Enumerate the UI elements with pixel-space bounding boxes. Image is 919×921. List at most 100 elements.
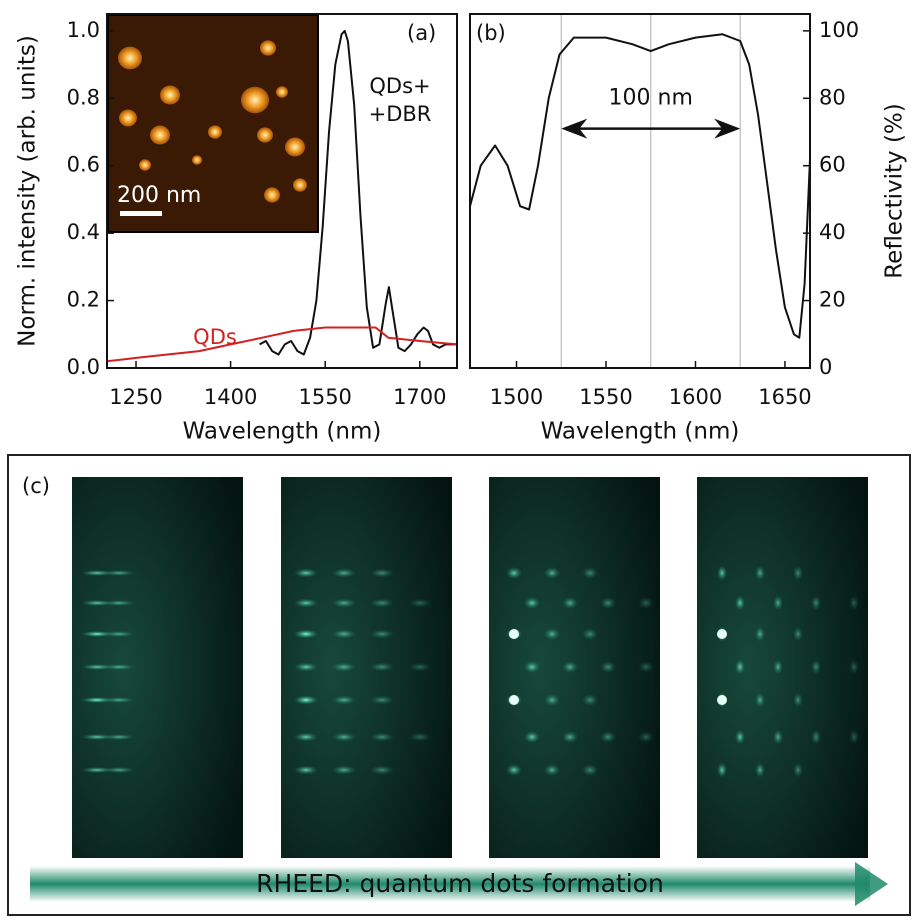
rheed-spot <box>544 694 560 706</box>
inset-blob <box>119 109 137 127</box>
arrow-head <box>561 118 588 139</box>
rheed-spot <box>544 628 560 640</box>
arrow-head <box>714 118 741 139</box>
inset-blob <box>264 187 280 203</box>
rheed-spot <box>735 729 745 745</box>
rheed-spot <box>755 565 765 581</box>
rheed-spot <box>735 595 745 611</box>
rheed-core <box>717 695 727 705</box>
panel-c-label: (c) <box>22 474 50 498</box>
inset-blob <box>293 178 307 192</box>
annotation-text: 100 nm <box>609 86 693 111</box>
x-tick-label: 1500 <box>490 385 543 409</box>
y-tick-label: 0.4 <box>67 220 100 244</box>
x-tick-label: 1600 <box>669 385 722 409</box>
rheed-spot <box>717 565 727 581</box>
inset-blob <box>285 137 305 157</box>
y-tick-label: 0.2 <box>67 288 100 312</box>
rheed-spot <box>755 692 765 708</box>
rheed-spot <box>506 567 522 579</box>
rheed-spot <box>332 732 356 742</box>
rheed-spot <box>81 631 113 637</box>
rheed-spot <box>294 598 318 608</box>
rheed-spot <box>81 734 113 740</box>
rheed-spot <box>408 662 432 672</box>
rheed-spot <box>81 664 113 670</box>
rheed-images <box>72 477 868 858</box>
inset-scale-label: 200 nm <box>117 183 201 208</box>
rheed-spot <box>544 764 560 776</box>
y-tick-label: 0 <box>819 355 832 379</box>
inset-scale-bar <box>120 211 162 216</box>
afm-inset: 200 nm <box>107 14 319 233</box>
rheed-spot <box>81 697 113 703</box>
rheed-spot <box>773 659 783 675</box>
inset-blob <box>150 125 170 145</box>
inset-blob <box>192 155 202 165</box>
rheed-spot <box>370 662 394 672</box>
series-label: QDs+ +DBR <box>368 74 432 126</box>
inset-blob <box>276 86 288 98</box>
rheed-spot <box>408 732 432 742</box>
inset-blob <box>257 127 273 143</box>
rheed-spot <box>544 567 560 579</box>
rheed-spot <box>103 600 135 606</box>
rheed-spot <box>562 661 578 673</box>
rheed-spot <box>103 631 135 637</box>
caption-arrow <box>30 866 870 902</box>
rheed-spot <box>717 762 727 778</box>
rheed-spot <box>294 732 318 742</box>
rheed-spot <box>755 762 765 778</box>
y-axis-label: Norm. intensity (arb. units) <box>15 35 41 347</box>
rheed-spot <box>332 598 356 608</box>
y-tick-label: 60 <box>819 153 846 177</box>
rheed-spot <box>294 568 318 578</box>
caption: RHEED: quantum dots formation <box>256 869 664 898</box>
rheed-spot <box>332 568 356 578</box>
rheed-spot <box>370 598 394 608</box>
rheed-spot <box>562 731 578 743</box>
rheed-spot <box>370 765 394 775</box>
x-tick-label: 1400 <box>204 385 257 409</box>
rheed-spot <box>332 765 356 775</box>
rheed-spot <box>811 659 821 675</box>
rheed-spot <box>638 597 654 609</box>
rheed-spot <box>735 659 745 675</box>
inset-blob <box>208 125 222 139</box>
rheed-spot <box>332 629 356 639</box>
caption-arrow-head <box>855 862 888 906</box>
rheed-spot <box>849 595 859 611</box>
rheed-spot <box>811 595 821 611</box>
rheed-spot <box>773 729 783 745</box>
panel-label: (b) <box>476 21 506 45</box>
rheed-spot <box>582 628 598 640</box>
panel-label: (a) <box>407 21 436 45</box>
rheed-spot <box>370 568 394 578</box>
rheed-spot <box>524 661 540 673</box>
rheed-spot <box>849 659 859 675</box>
rheed-spot <box>755 626 765 642</box>
rheed-spot <box>81 570 113 576</box>
rheed-spot <box>103 570 135 576</box>
rheed-spot <box>332 662 356 672</box>
rheed-spot <box>600 661 616 673</box>
rheed-spot <box>638 731 654 743</box>
y-tick-label: 80 <box>819 85 846 109</box>
plot-frame <box>469 13 811 369</box>
y-tick-label: 40 <box>819 220 846 244</box>
x-tick-label: 1700 <box>393 385 446 409</box>
rheed-spot <box>811 729 821 745</box>
rheed-spot <box>332 695 356 705</box>
rheed-spot <box>793 565 803 581</box>
rheed-spot <box>524 597 540 609</box>
rheed-spot <box>81 767 113 773</box>
rheed-spot <box>582 567 598 579</box>
rheed-spot <box>81 600 113 606</box>
series-line <box>469 33 811 339</box>
series-label: QDs <box>193 325 237 349</box>
panel-c-frame <box>7 454 911 916</box>
rheed-spot <box>103 697 135 703</box>
inset-blob <box>160 85 180 105</box>
series-line <box>106 326 458 363</box>
